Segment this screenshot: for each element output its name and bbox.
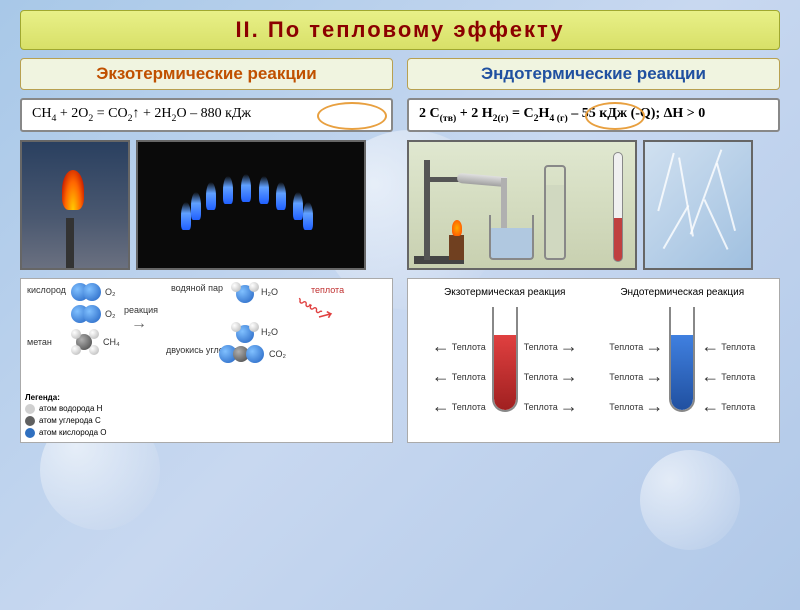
exo-formula-box: CH4 + 2O2 = CO2↑ + 2H2O – 880 кДж: [20, 98, 393, 132]
label-ch4: CH₄: [103, 337, 120, 347]
gas-burner-photo: [136, 140, 366, 270]
tubes-diagram: Экзотермическая реакция ←Теплота Теплота…: [407, 278, 780, 443]
molecule-diagram: кислород O₂ O₂ метан CH₄ → реакция водян…: [20, 278, 393, 443]
endothermic-column: Эндотермические реакции 2 C(тв) + 2 H2(г…: [407, 58, 780, 443]
exo-tube: Экзотермическая реакция ←Теплота Теплота…: [430, 287, 580, 437]
reaction-arrow: →: [131, 315, 147, 333]
main-header: II. По тепловому эффекту: [20, 10, 780, 50]
label-o2: O₂: [105, 287, 116, 297]
exo-formula: CH4 + 2O2 = CO2↑ + 2H2O – 880 кДж: [32, 106, 251, 121]
flare-photo: [20, 140, 130, 270]
header-title: II. По тепловому эффекту: [235, 17, 564, 42]
label-h2o: H₂O: [261, 287, 278, 297]
endo-subtitle: Эндотермические реакции: [407, 58, 780, 90]
reaction-label: реакция: [124, 305, 158, 315]
label-co2: CO₂: [269, 349, 286, 359]
endo-photos: [407, 140, 780, 270]
legend: Легенда: атом водорода H атом углерода C…: [25, 393, 106, 438]
frost-photo: [643, 140, 753, 270]
endo-tube: Эндотермическая реакция Теплота→ ←Теплот…: [607, 287, 757, 437]
label-oxygen: кислород: [27, 285, 66, 295]
endo-formula: 2 C(тв) + 2 H2(г) = C2H4 (г) – 55 кДж (-…: [419, 106, 705, 121]
exo-highlight: [317, 102, 387, 130]
endo-formula-box: 2 C(тв) + 2 H2(г) = C2H4 (г) – 55 кДж (-…: [407, 98, 780, 132]
label-methane: метан: [27, 337, 52, 347]
endo-tube-label: Эндотермическая реакция: [607, 287, 757, 298]
lab-setup-illustration: [407, 140, 637, 270]
heat-wave-icon: 〰〰↗: [293, 291, 334, 326]
exothermic-column: Экзотермические реакции CH4 + 2O2 = CO2↑…: [20, 58, 393, 443]
exo-photos: [20, 140, 393, 270]
legend-title: Легенда:: [25, 393, 106, 402]
exo-subtitle: Экзотермические реакции: [20, 58, 393, 90]
label-water: водяной пар: [171, 283, 223, 293]
thermometer-icon: [613, 152, 623, 262]
heat-label: теплота: [311, 285, 344, 295]
exo-tube-label: Экзотермическая реакция: [430, 287, 580, 298]
